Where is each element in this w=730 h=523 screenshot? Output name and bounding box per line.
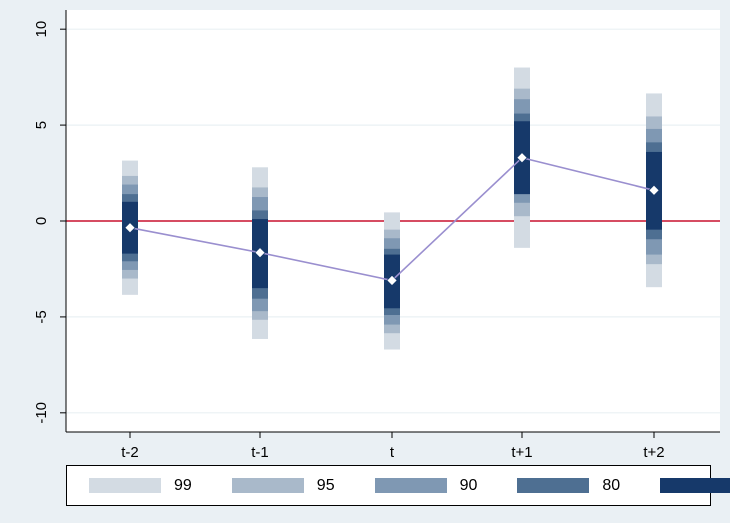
x-tick-label: t: [390, 444, 395, 461]
estimate-marker-t-1: [254, 247, 266, 259]
estimate-marker-t+1: [516, 152, 528, 164]
axes: -10 -5 0 5 10 t-2 t-1 t t+1 t+2: [33, 10, 720, 461]
interval-bands: [122, 67, 662, 350]
legend-label: 90: [459, 476, 478, 494]
x-tick-label: t+1: [511, 444, 532, 461]
y-tick-label: -5: [33, 310, 50, 323]
x-tick-label: t-1: [251, 444, 269, 461]
legend: 99 95 90 80 70: [66, 465, 730, 506]
legend-swatch: [660, 478, 730, 493]
legend-swatch: [374, 478, 447, 493]
y-tick-label: 10: [33, 21, 50, 38]
estimate-marker-t: [386, 275, 398, 286]
x-tick-label: t+2: [643, 444, 664, 461]
legend-item-99: 99: [89, 466, 232, 505]
estimate-markers: [124, 152, 660, 286]
legend-item-90: 90: [374, 466, 518, 505]
estimate-marker-t-2: [124, 222, 136, 234]
legend-label: 95: [316, 476, 335, 494]
y-tick-label: -10: [33, 402, 50, 424]
legend-swatch: [517, 478, 590, 493]
legend-item-80: 80: [517, 466, 660, 505]
legend-item-95: 95: [231, 466, 375, 505]
estimate-marker-t+2: [648, 184, 660, 196]
y-tick-label: 0: [33, 217, 50, 225]
y-tick-label: 5: [33, 121, 50, 129]
legend-label: 99: [174, 476, 192, 494]
legend-swatch: [231, 478, 304, 493]
x-tick-label: t-2: [121, 444, 139, 461]
legend-item-70: 70: [660, 466, 730, 505]
legend-label: 80: [602, 476, 621, 494]
legend-swatch: [89, 478, 161, 493]
